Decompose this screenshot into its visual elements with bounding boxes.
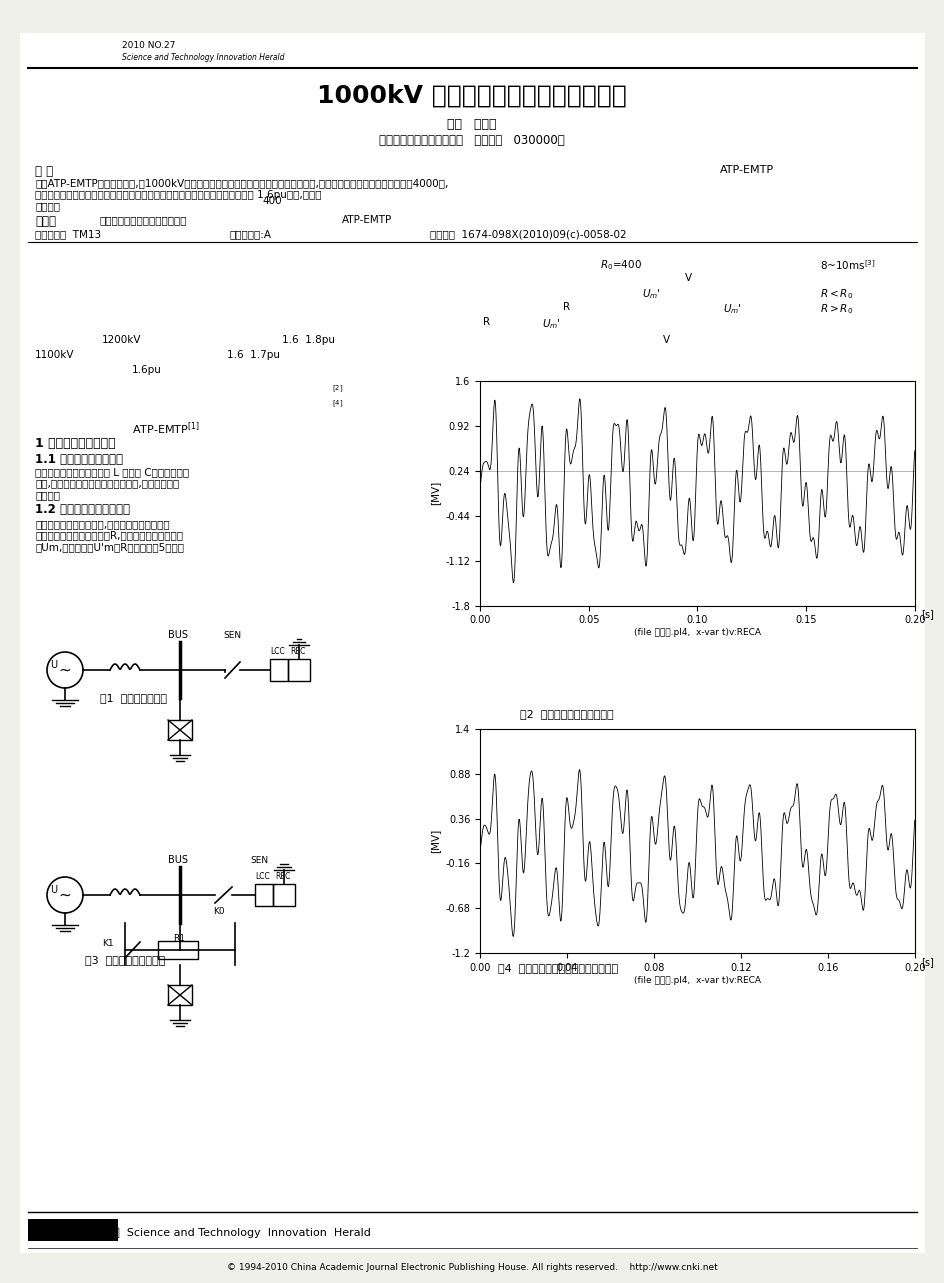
Text: 图1  未使用合闸电阱: 图1 未使用合闸电阱 (100, 693, 167, 703)
Text: 1.2 限制合闸过电压的措施: 1.2 限制合闸过电压的措施 (35, 503, 130, 516)
Text: REC: REC (290, 647, 305, 656)
Text: BUS: BUS (168, 854, 188, 865)
Text: A  33.33ms: A 33.33ms (641, 566, 700, 576)
Text: $U_m$': $U_m$' (722, 302, 741, 316)
Text: 在断路器中串联合闸电阱,可以有效地减小合闸过
电压的幅値。设合闸电阱为R,合闸时线路末端电压幅
値Um,合闸过电压U'm与R的关系如图5所示。: 在断路器中串联合闸电阱,可以有效地减小合闸过 电压的幅値。设合闸电阱为R,合闸时… (35, 520, 184, 552)
Text: 图2  无合闸电阱产生电压波形: 图2 无合闸电阱产生电压波形 (519, 709, 613, 718)
Text: V: V (684, 273, 691, 284)
Text: 科技创新导报: 科技创新导报 (54, 47, 92, 58)
Text: ~: ~ (59, 888, 72, 902)
Text: $R_0$=400: $R_0$=400 (599, 258, 641, 272)
Text: 摘 要: 摘 要 (35, 166, 53, 178)
Text: 1000kV 输电线路空载合闸过电压研究: 1000kV 输电线路空载合闸过电压研究 (317, 83, 626, 108)
Text: $^{[4]}$: $^{[4]}$ (331, 400, 343, 411)
Text: $U_m$': $U_m$' (542, 317, 560, 331)
Text: ATP-EMTP: ATP-EMTP (719, 166, 773, 174)
X-axis label: (file 无合闸.pl4,  x-var t)v:RECA: (file 无合闸.pl4, x-var t)v:RECA (633, 629, 760, 638)
Text: V: V (663, 335, 669, 345)
Text: 1000kV: 1000kV (582, 438, 621, 446)
Text: B  36.10ms  C  38.80ms: B 36.10ms C 38.80ms (481, 580, 606, 590)
Text: 58: 58 (35, 1228, 52, 1241)
Bar (255, 884, 273, 906)
Text: T/D=0.5: T/D=0.5 (481, 493, 525, 503)
Text: K0: K0 (212, 907, 225, 916)
Text: 空载输电线路可等值为电感 L 和电容 C。当断路器合
闸时,线路上将产生不稳定的过渡过程,从而产生合闸
过电压。: 空载输电线路可等值为电感 L 和电容 C。当断路器合 闸时,线路上将产生不稳定的… (35, 467, 189, 500)
Text: 1.1 合闸过电压产生原因: 1.1 合闸过电压产生原因 (35, 453, 123, 466)
Text: R1: R1 (173, 934, 185, 943)
Text: REC: REC (275, 872, 290, 881)
X-axis label: (file 无合闸.pl4,  x-var t)v:RECA: (file 无合闸.pl4, x-var t)v:RECA (633, 976, 760, 985)
Text: © 1994-2010 China Academic Journal Electronic Publishing House. All rights reser: © 1994-2010 China Academic Journal Elect… (227, 1262, 716, 1271)
Text: [s]: [s] (920, 609, 934, 618)
Text: Jmarti: Jmarti (481, 479, 513, 489)
Text: 1.6  1.7pu: 1.6 1.7pu (227, 350, 279, 361)
Text: 0.386inch: 0.386inch (481, 507, 533, 517)
Text: Science and Technology Innovation Herald: Science and Technology Innovation Herald (122, 53, 284, 62)
Bar (273, 884, 295, 906)
Text: R: R (563, 302, 569, 312)
Text: SEN: SEN (223, 631, 241, 640)
Y-axis label: [MV]: [MV] (430, 829, 440, 853)
Text: $^{[2]}$: $^{[2]}$ (331, 385, 343, 395)
Text: $R<R_0$: $R<R_0$ (819, 287, 852, 300)
Y-axis label: [MV]: [MV] (430, 481, 439, 506)
Text: ATP-EMTP: ATP-EMTP (342, 216, 392, 225)
Text: 2 仳真分析: 2 仳真分析 (481, 420, 525, 432)
Text: 不投合闸电阱,三相同时合闸,以A相为参考,A相
合闸时刻为1个周波（33.33ms）的初相位0°处。: 不投合闸电阱,三相同时合闸,以A相为参考,A相 合闸时刻为1个周波（33.33m… (481, 538, 645, 559)
Bar (270, 659, 288, 681)
Text: BUS: BUS (168, 630, 188, 640)
Text: 400: 400 (261, 196, 281, 207)
Bar (168, 985, 192, 1005)
Bar (158, 940, 198, 958)
Text: 2.1 未使用合闸电阱的过电压: 2.1 未使用合闸电阱的过电压 (481, 522, 583, 535)
Bar (28, 1219, 118, 1241)
Text: SEN: SEN (250, 856, 268, 865)
Text: 图4  仅使用单级合闸电阱产生电压波形: 图4 仅使用单级合闸电阱产生电压波形 (497, 964, 617, 973)
Text: $U_m$': $U_m$' (641, 287, 660, 300)
Text: LCC: LCC (481, 566, 502, 576)
Bar (288, 659, 310, 681)
Text: 科技创新导报  Science and Technology  Innovation  Herald: 科技创新导报 Science and Technology Innovation… (80, 1228, 370, 1238)
Text: 康凯   赵兴勇: 康凯 赵兴勇 (447, 118, 497, 131)
Text: 采用ATP-EMTP电磁暂态程序,对1000kV超高压输电线路空载合闸过电压进行了仳真计算,分析了变压器中性点接地电阱（剠4000）,
合闸电阱等参数对过电压的: 采用ATP-EMTP电磁暂态程序,对1000kV超高压输电线路空载合闸过电压进行… (35, 178, 447, 212)
Text: 1.6  1.8pu: 1.6 1.8pu (281, 335, 334, 345)
Text: 2010 NO.27: 2010 NO.27 (122, 41, 176, 50)
Text: 文章编号  1674-098X(2010)09(c)-0058-02: 文章编号 1674-098X(2010)09(c)-0058-02 (430, 228, 626, 239)
Text: 文献标识码:A: 文献标识码:A (229, 228, 272, 239)
Text: 1000kV: 1000kV (531, 452, 571, 461)
Text: R: R (482, 317, 490, 327)
Text: 2.51   F: 2.51 F (721, 464, 760, 475)
Text: =1.602inch: =1.602inch (721, 479, 782, 489)
Text: [s]: [s] (920, 957, 934, 967)
Text: 空载合闸；过电压；合闸电阱；: 空载合闸；过电压；合闸电阱； (100, 216, 187, 225)
Text: $R>R_0$: $R>R_0$ (819, 302, 852, 316)
Text: $\sqrt{2}$/$\sqrt{3}$ kV: $\sqrt{2}$/$\sqrt{3}$ kV (481, 464, 536, 482)
Text: （山西大学工程学院科技处   山西太原   030000）: （山西大学工程学院科技处 山西太原 030000） (379, 133, 565, 146)
Text: 138: 138 (531, 438, 551, 446)
Text: 1 合闸过电压理论分析: 1 合闸过电压理论分析 (35, 438, 115, 450)
Text: =1000: =1000 (821, 452, 856, 461)
Text: ATP-EMTP$^{[1]}$: ATP-EMTP$^{[1]}$ (132, 420, 199, 436)
Text: LCC: LCC (255, 872, 269, 881)
Text: ~: ~ (59, 662, 72, 677)
Text: 中图分类号  TM13: 中图分类号 TM13 (35, 228, 101, 239)
Text: 100  Ω·m: 100 Ω·m (582, 507, 629, 517)
Text: 1.6pu: 1.6pu (132, 364, 161, 375)
Text: =2.61   /mile: =2.61 /mile (621, 493, 689, 503)
Text: U: U (50, 659, 57, 670)
Text: K1: K1 (102, 938, 113, 948)
Text: 1: 1 (641, 563, 648, 574)
Text: LCC: LCC (270, 647, 284, 656)
Text: 1200kV: 1200kV (102, 335, 142, 345)
Text: 图3  仅使用单级合闸电阱: 图3 仅使用单级合闸电阱 (85, 955, 165, 965)
Text: U: U (50, 885, 57, 896)
Text: 关键词: 关键词 (35, 216, 56, 228)
Bar (168, 720, 192, 740)
Text: 1100kV: 1100kV (35, 350, 75, 361)
Text: 8~10ms$^{[3]}$: 8~10ms$^{[3]}$ (819, 258, 875, 272)
